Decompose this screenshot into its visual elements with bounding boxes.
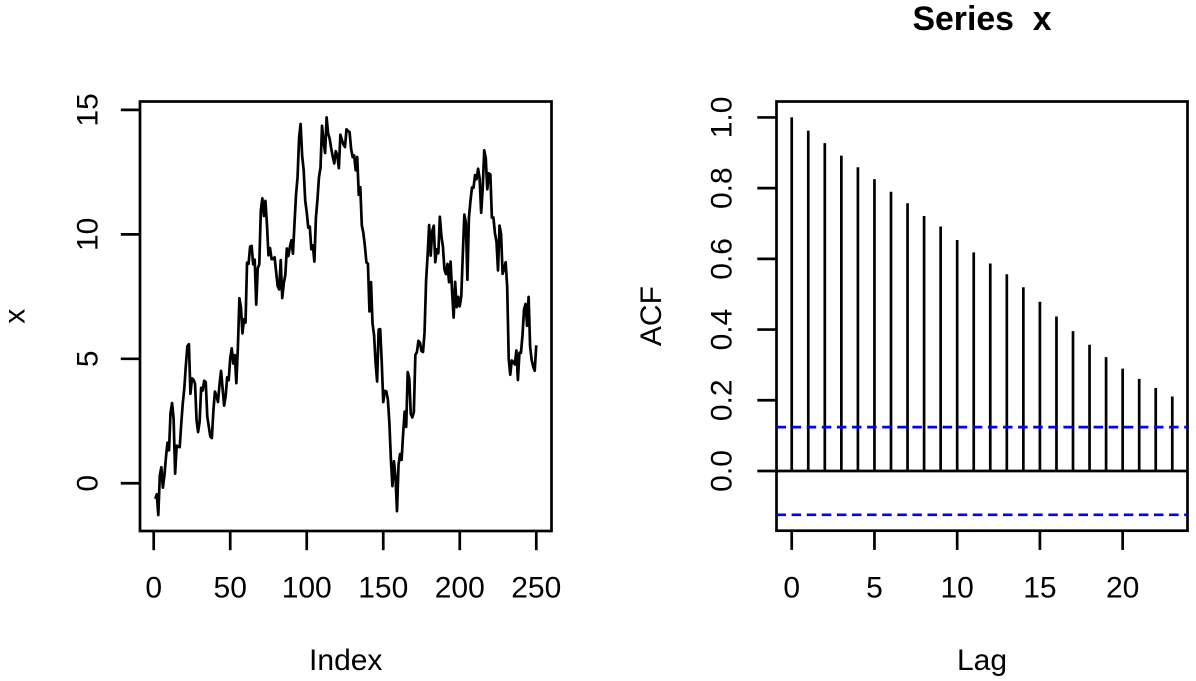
svg-text:20: 20 <box>1106 571 1139 604</box>
svg-text:0: 0 <box>72 475 105 492</box>
svg-text:5: 5 <box>72 350 105 367</box>
svg-text:250: 250 <box>511 571 561 604</box>
svg-text:0.2: 0.2 <box>705 379 738 421</box>
svg-text:0: 0 <box>783 571 800 604</box>
svg-text:0.4: 0.4 <box>705 309 738 351</box>
svg-text:15: 15 <box>72 93 105 126</box>
svg-text:100: 100 <box>282 571 332 604</box>
svg-text:0.0: 0.0 <box>705 450 738 492</box>
svg-text:50: 50 <box>214 571 247 604</box>
svg-text:5: 5 <box>866 571 883 604</box>
svg-text:x: x <box>0 309 32 324</box>
svg-text:Series x: Series x <box>912 0 1051 38</box>
svg-text:200: 200 <box>435 571 485 604</box>
svg-text:15: 15 <box>1023 571 1056 604</box>
svg-text:0.6: 0.6 <box>705 238 738 280</box>
svg-text:0: 0 <box>145 571 162 604</box>
svg-text:Lag: Lag <box>957 644 1007 677</box>
svg-text:ACF: ACF <box>635 286 668 346</box>
svg-text:10: 10 <box>72 218 105 251</box>
svg-text:150: 150 <box>358 571 408 604</box>
svg-text:1.0: 1.0 <box>705 97 738 139</box>
svg-text:0.8: 0.8 <box>705 167 738 209</box>
svg-text:Index: Index <box>309 644 382 677</box>
svg-text:10: 10 <box>940 571 973 604</box>
